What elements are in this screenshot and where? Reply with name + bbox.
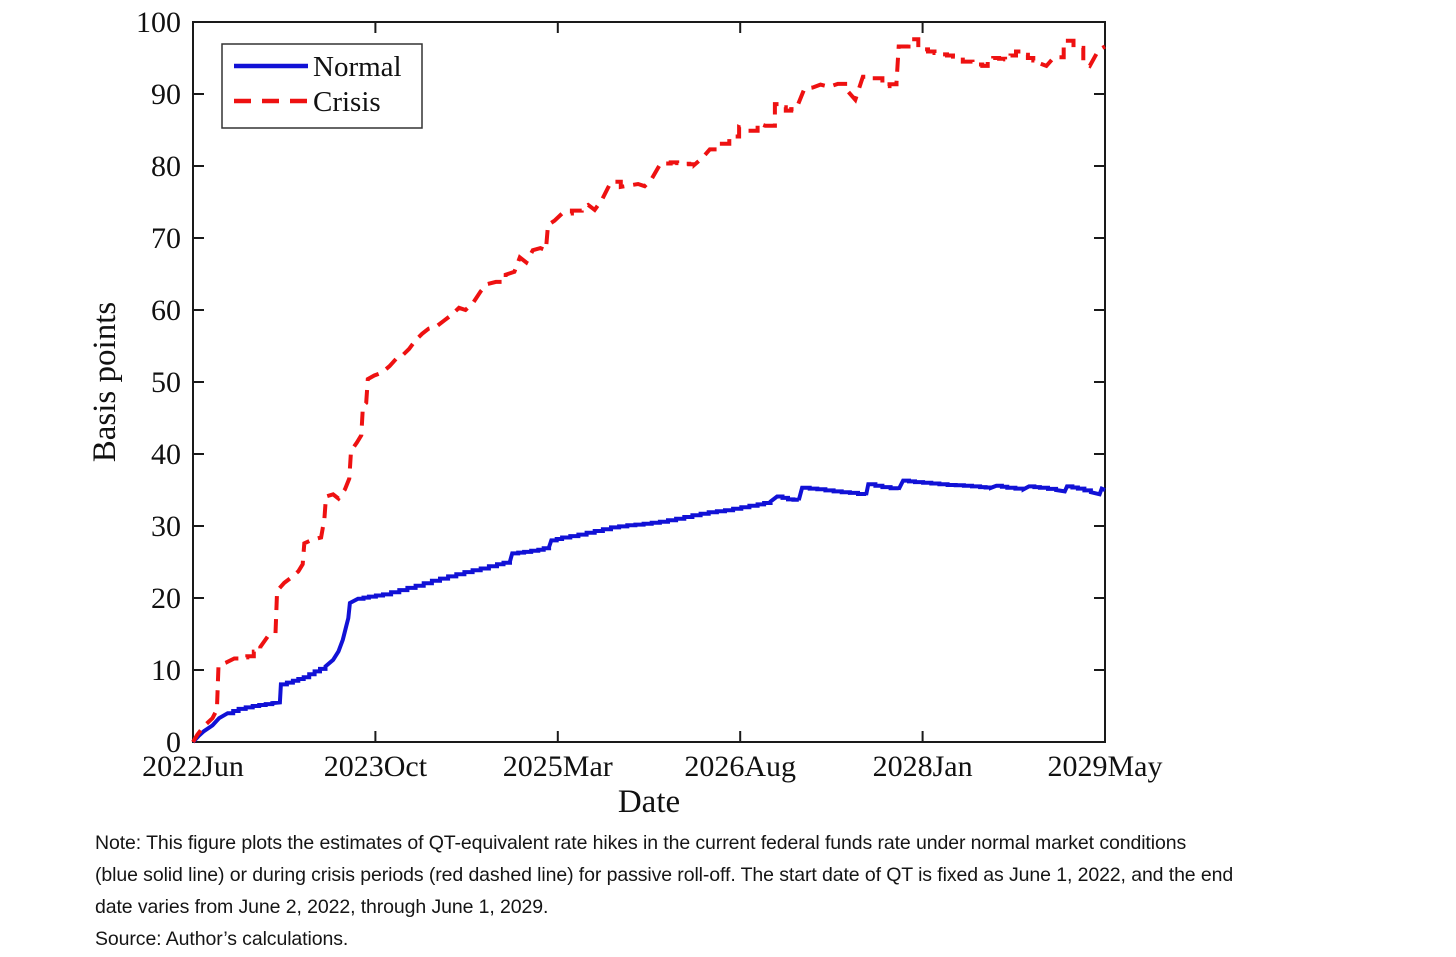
x-tick-label: 2028Jan bbox=[873, 750, 973, 783]
y-tick-label: 80 bbox=[151, 150, 181, 183]
x-axis-title: Date bbox=[618, 784, 680, 820]
y-tick-label: 0 bbox=[166, 726, 181, 759]
x-tick-label: 2029May bbox=[1048, 750, 1163, 783]
y-tick-label: 30 bbox=[151, 510, 181, 543]
y-tick-label: 40 bbox=[151, 438, 181, 471]
y-tick-label: 10 bbox=[151, 654, 181, 687]
y-tick-label: 70 bbox=[151, 222, 181, 255]
note-line: date varies from June 2, 2022, through J… bbox=[95, 896, 549, 918]
plot-border bbox=[192, 21, 1106, 743]
figure-note: Note: This figure plots the estimates of… bbox=[95, 827, 1440, 955]
y-tick-label: 100 bbox=[136, 6, 181, 39]
y-axis-title: Basis points bbox=[87, 302, 123, 462]
y-tick-label: 90 bbox=[151, 78, 181, 111]
note-line: Note: This figure plots the estimates of… bbox=[95, 832, 1187, 854]
source-line: Source: Author’s calculations. bbox=[95, 928, 349, 950]
series-line-normal bbox=[191, 478, 1106, 744]
qt-rate-hike-chart: 2022Jun 2023Oct 2025Mar 2026Aug 2028Jan 2029M… bbox=[87, 6, 1163, 820]
legend-label-normal: Normal bbox=[313, 51, 402, 83]
legend-box bbox=[221, 43, 423, 129]
x-tick-label: 2026Aug bbox=[684, 750, 796, 783]
x-tick-label: 2022Jun bbox=[142, 750, 244, 783]
y-tick-label: 20 bbox=[151, 582, 181, 615]
series-line-crisis bbox=[191, 37, 1106, 744]
y-tick-label: 50 bbox=[151, 366, 181, 399]
legend-label-crisis: Crisis bbox=[313, 86, 381, 118]
note-line: (blue solid line) or during crisis perio… bbox=[95, 864, 1234, 886]
y-tick-label: 60 bbox=[151, 294, 181, 327]
x-tick-label: 2025Mar bbox=[503, 750, 613, 783]
x-tick-label: 2023Oct bbox=[324, 750, 428, 783]
